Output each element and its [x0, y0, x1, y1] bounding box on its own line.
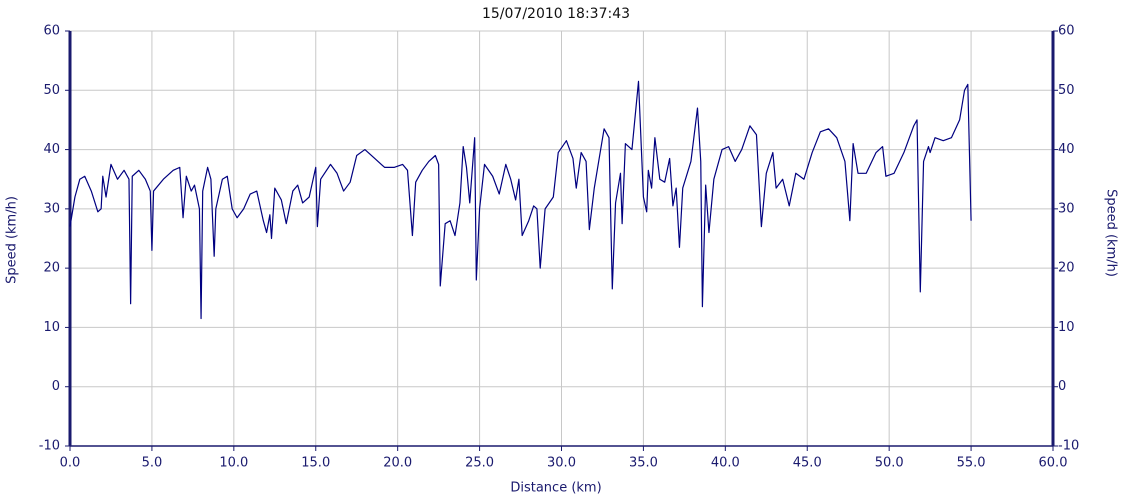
y2-axis-label: Speed (km/h) — [1104, 189, 1119, 277]
y2-tick-label: 20 — [1058, 261, 1075, 276]
y2-tick-label: -10 — [1058, 439, 1079, 454]
x-tick-label: 0.0 — [60, 456, 81, 471]
y-tick-label: 50 — [43, 83, 60, 98]
y-tick-label: 20 — [43, 261, 60, 276]
y-axis-label: Speed (km/h) — [5, 196, 20, 284]
x-tick-label: 35.0 — [629, 456, 658, 471]
x-tick-label: 20.0 — [383, 456, 412, 471]
y-tick-label: 0 — [52, 379, 60, 394]
x-tick-label: 50.0 — [875, 456, 904, 471]
x-tick-label: 60.0 — [1039, 456, 1068, 471]
x-tick-label: 40.0 — [711, 456, 740, 471]
y-tick-label: 60 — [43, 24, 60, 39]
y2-tick-label: 60 — [1058, 24, 1075, 39]
x-tick-label: 25.0 — [465, 456, 494, 471]
y-tick-label: 10 — [43, 320, 60, 335]
y-tick-label: 40 — [43, 142, 60, 157]
x-tick-label: 55.0 — [957, 456, 986, 471]
y2-tick-label: 30 — [1058, 201, 1075, 216]
y2-tick-label: 40 — [1058, 142, 1075, 157]
x-axis-label: Distance (km) — [510, 481, 601, 496]
x-tick-label: 45.0 — [793, 456, 822, 471]
x-tick-label: 10.0 — [219, 456, 248, 471]
speed-line — [69, 80, 972, 320]
x-tick-label: 15.0 — [301, 456, 330, 471]
chart-title: 15/07/2010 18:37:43 — [482, 6, 630, 22]
y-tick-label: -10 — [39, 439, 60, 454]
y2-tick-label: 0 — [1058, 379, 1066, 394]
y2-tick-label: 50 — [1058, 83, 1075, 98]
y2-tick-label: 10 — [1058, 320, 1075, 335]
x-tick-label: 30.0 — [547, 456, 576, 471]
x-tick-label: 5.0 — [142, 456, 163, 471]
y-tick-label: 30 — [43, 201, 60, 216]
